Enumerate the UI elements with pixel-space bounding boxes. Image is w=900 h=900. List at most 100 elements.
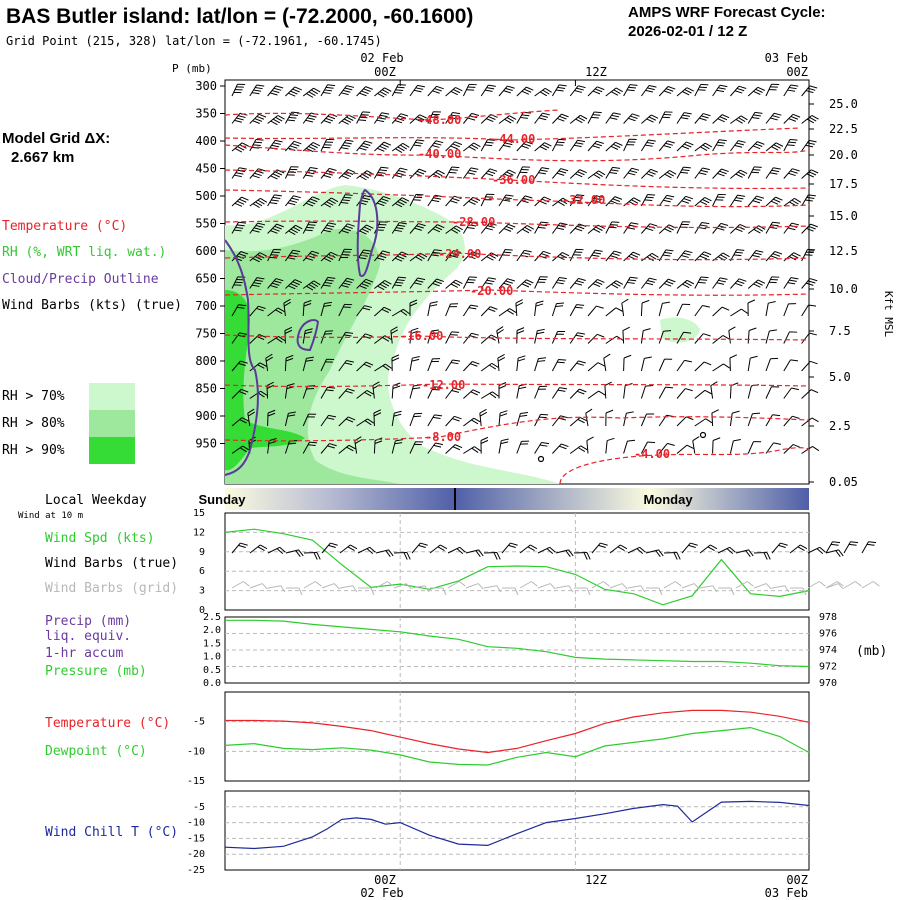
barb-feather — [256, 336, 265, 340]
barb-feather — [686, 416, 694, 421]
barb-shaft — [676, 87, 688, 97]
barb-shaft — [302, 441, 310, 454]
barb-feather — [305, 229, 313, 232]
wind-barb — [676, 388, 693, 399]
barb-feather — [453, 281, 461, 286]
barb-feather — [307, 444, 316, 447]
barb-feather — [466, 281, 475, 284]
barb-feather — [455, 279, 463, 285]
barb-feather — [327, 276, 336, 279]
barb-shaft — [516, 413, 521, 427]
pressure-unit: (mb) — [856, 644, 887, 659]
barb-feather — [503, 282, 511, 287]
barb-shaft — [372, 385, 375, 399]
barb-feather — [683, 198, 692, 202]
barb-feather — [303, 300, 312, 304]
barb-feather — [377, 171, 386, 174]
barb-feather — [542, 144, 550, 149]
barb-shaft — [321, 583, 335, 589]
barb-shaft — [681, 542, 691, 554]
barb-feather — [258, 168, 266, 172]
barb-shaft — [391, 440, 396, 454]
barb-feather — [559, 276, 567, 280]
barb-feather — [557, 389, 566, 392]
barb-feather — [623, 354, 632, 359]
barb-feather — [269, 256, 278, 259]
barb-feather — [440, 544, 448, 550]
barb-shaft — [551, 387, 560, 399]
barb-feather — [791, 387, 799, 391]
barb-feather — [719, 170, 727, 175]
rh70-label: RH > 70% — [2, 389, 65, 404]
wind-barb — [502, 587, 519, 596]
barb-shaft — [284, 440, 290, 454]
barb-feather — [364, 420, 372, 426]
barb-feather — [234, 89, 243, 91]
barb-feather — [275, 309, 283, 314]
barb-feather — [684, 89, 692, 94]
barb-shaft — [555, 549, 569, 554]
barb-feather — [755, 249, 764, 253]
barb-feather — [345, 139, 354, 142]
barb-shaft — [267, 115, 279, 124]
barb-feather — [754, 166, 762, 168]
barb-shaft — [729, 194, 738, 207]
barb-feather — [772, 221, 781, 224]
wind-barb — [483, 585, 502, 593]
barb-feather — [413, 89, 422, 93]
height-tick-label: 15.0 — [829, 209, 858, 223]
barb-feather — [748, 327, 757, 332]
barb-feather — [757, 279, 766, 284]
barb-shaft — [783, 252, 795, 262]
height-tick-label: 0.05 — [829, 475, 858, 489]
wind-barb — [498, 438, 509, 454]
barb-feather — [540, 276, 548, 278]
barb-feather — [710, 381, 718, 387]
barb-feather — [771, 169, 780, 173]
barb-shaft — [712, 84, 721, 97]
barb-shaft — [694, 389, 706, 399]
barb-feather — [310, 166, 318, 170]
barb-feather — [640, 585, 646, 593]
barb-feather — [431, 254, 439, 257]
wind-barb — [569, 304, 585, 317]
barb-feather — [507, 85, 515, 89]
barb-shaft — [658, 443, 668, 454]
wind-barb — [480, 362, 499, 372]
barb-feather — [562, 197, 570, 203]
barb-feather — [664, 197, 673, 200]
barb-feather — [598, 544, 606, 549]
barb-feather — [273, 280, 282, 284]
barb-feather — [376, 257, 385, 261]
barb-shaft — [302, 196, 313, 207]
barb-feather — [472, 251, 480, 255]
barb-feather — [702, 198, 710, 204]
barb-feather — [740, 115, 748, 121]
barb-feather — [583, 552, 588, 560]
barb-feather — [271, 199, 279, 202]
barb-shaft — [516, 195, 526, 207]
barb-feather — [755, 281, 763, 286]
barb-feather — [561, 113, 569, 118]
barb-feather — [735, 197, 744, 200]
wind-barb — [645, 549, 664, 557]
barb-feather — [359, 116, 368, 119]
barb-feather — [436, 85, 444, 90]
wind-barb — [480, 84, 496, 97]
barb-feather — [377, 93, 385, 98]
barb-feather — [629, 84, 638, 86]
pressure-tick-label: 650 — [195, 272, 217, 286]
wind-barb — [267, 223, 284, 234]
barb-shaft — [516, 86, 527, 97]
barb-feather — [544, 87, 552, 93]
barb-feather — [573, 199, 582, 202]
barb-feather — [807, 87, 816, 91]
barb-feather — [612, 252, 620, 257]
wind-barb — [497, 354, 506, 372]
pressure-tick-label: 450 — [195, 162, 217, 176]
barb-feather — [524, 281, 532, 286]
barb-feather — [258, 334, 267, 338]
barb-feather — [666, 171, 674, 177]
barb-feather — [773, 442, 782, 445]
wind-barb — [569, 85, 586, 97]
